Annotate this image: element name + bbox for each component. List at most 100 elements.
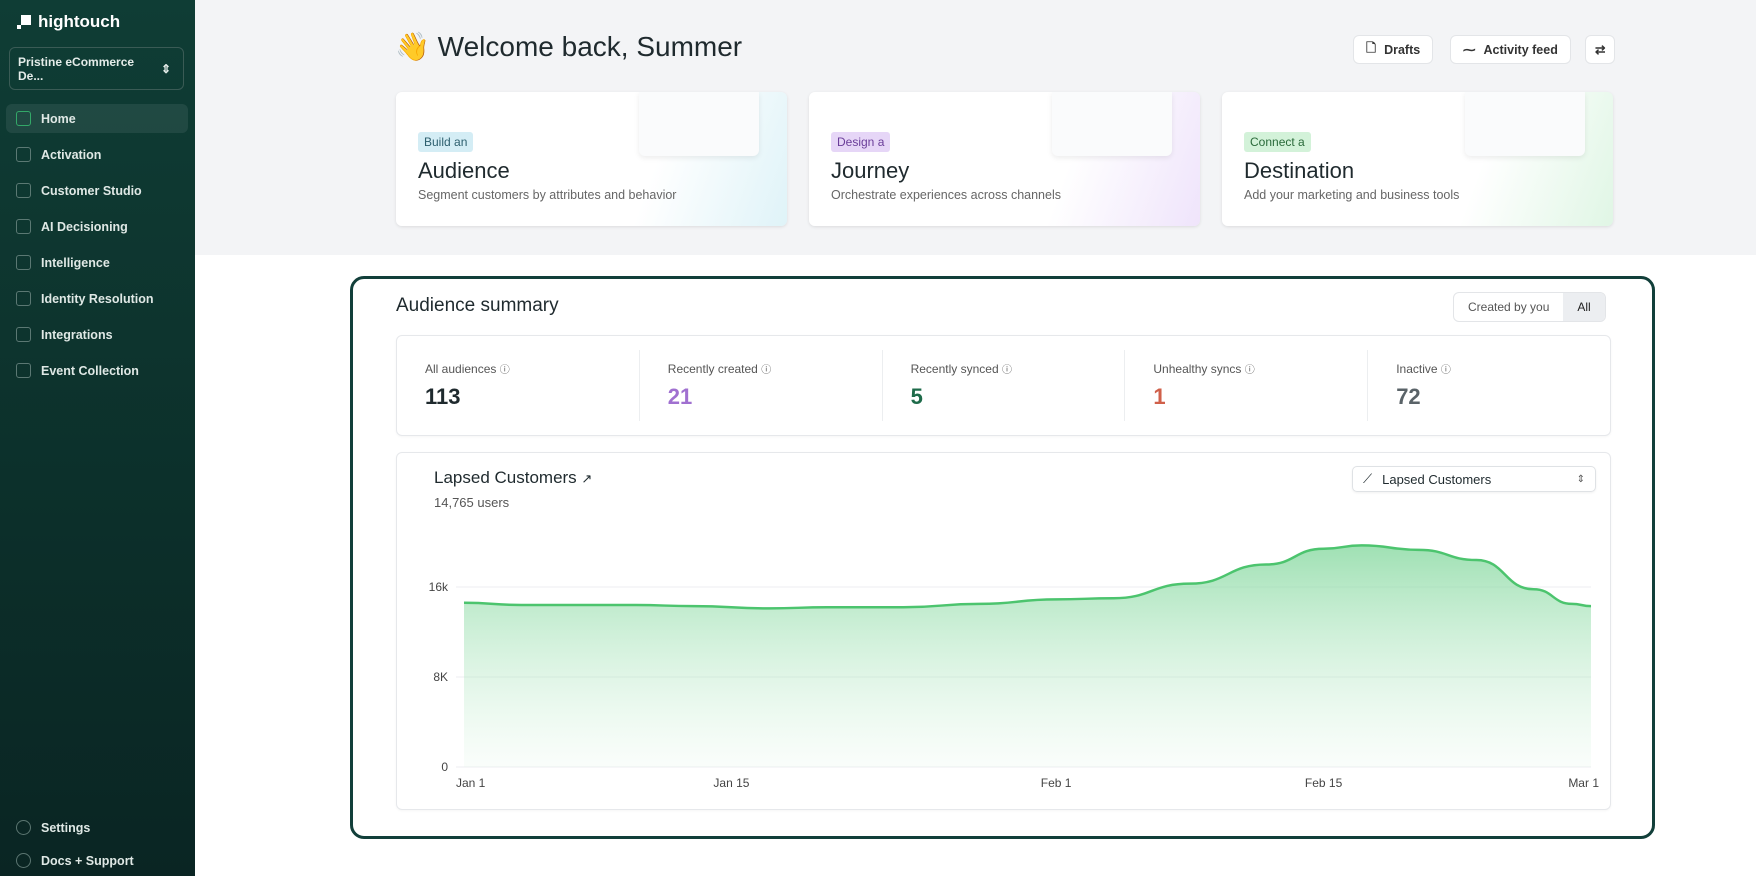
filter-created-by-you[interactable]: Created by you <box>1468 300 1550 314</box>
sidebar-item-label: Home <box>41 111 76 126</box>
info-icon[interactable]: ⓘ <box>499 365 510 376</box>
stat-value: 72 <box>1396 384 1421 409</box>
workspace-selector[interactable]: Pristine eCommerce De... ⇕ <box>9 47 184 90</box>
stat-value: 5 <box>910 384 923 409</box>
activation-icon <box>16 147 31 162</box>
gear-icon <box>16 820 31 835</box>
sidebar-item-label: Integrations <box>41 327 113 342</box>
stat-inactive[interactable]: Inactive ⓘ 72 <box>1368 350 1610 421</box>
y-tick-label: 16k <box>429 580 449 594</box>
journey-illustration <box>1052 92 1172 156</box>
drafts-label: Drafts <box>1384 42 1421 57</box>
chart-title-text: Lapsed Customers <box>434 468 577 487</box>
card-title: Journey <box>831 158 910 183</box>
y-tick-label: 8K <box>433 670 448 684</box>
x-tick-label: Feb 1 <box>1041 776 1072 790</box>
sidebar-item-label: Activation <box>41 147 102 162</box>
sidebar-item-docs-support[interactable]: Docs + Support <box>6 846 188 875</box>
switch-button[interactable]: ⇄ <box>1585 35 1616 64</box>
swap-arrows-icon: ⇄ <box>1595 43 1606 57</box>
created-filter: Created by you All <box>1453 292 1606 322</box>
stat-label: Recently synced <box>910 362 999 376</box>
sidebar-item-label: Settings <box>41 820 91 835</box>
logo-mark-icon <box>17 15 31 29</box>
logo[interactable]: hightouch <box>17 12 120 32</box>
info-icon[interactable]: ⓘ <box>1440 365 1451 376</box>
chevron-updown-icon: ⇕ <box>1576 473 1585 485</box>
stat-label: All audiences <box>425 362 497 376</box>
identity-resolution-icon <box>16 291 31 306</box>
stat-value: 1 <box>1153 384 1166 409</box>
audience-summary-highlight <box>350 276 1655 839</box>
sidebar-item-activation[interactable]: Activation <box>6 140 188 169</box>
info-icon[interactable]: ⓘ <box>1001 365 1012 376</box>
card-description: Add your marketing and business tools <box>1244 188 1460 202</box>
create-destination-card[interactable]: Connect a Destination Add your marketing a… <box>1222 92 1613 226</box>
chart-title[interactable]: Lapsed Customers ↗ <box>434 468 592 488</box>
wave-emoji: 👋 <box>395 31 430 62</box>
ai-decisioning-icon <box>16 219 31 234</box>
sidebar-item-label: Docs + Support <box>41 853 134 868</box>
area-fill <box>464 545 1591 767</box>
sidebar-item-identity-resolution[interactable]: Identity Resolution <box>6 284 188 313</box>
sidebar-item-event-collection[interactable]: Event Collection <box>6 356 188 385</box>
stat-recently-synced[interactable]: Recently synced ⓘ 5 <box>883 350 1126 421</box>
chart-card: Lapsed Customers ↗ 14,765 users ⟋ Lapsed … <box>396 452 1611 810</box>
intelligence-icon <box>16 255 31 270</box>
card-title: Audience <box>418 158 510 183</box>
y-tick-label: 0 <box>441 760 448 774</box>
info-icon[interactable]: ⓘ <box>761 365 772 376</box>
sidebar-item-integrations[interactable]: Integrations <box>6 320 188 349</box>
sidebar-item-label: Identity Resolution <box>41 291 154 306</box>
stat-value: 21 <box>667 384 693 409</box>
sidebar: hightouch Pristine eCommerce De... ⇕ Home… <box>0 0 195 876</box>
page-title: 👋 Welcome back, Summer <box>395 30 742 63</box>
card-tag: Build an <box>418 132 474 152</box>
chevron-updown-icon: ⇕ <box>160 61 171 76</box>
filter-all[interactable]: All <box>1563 293 1605 321</box>
card-tag: Design a <box>831 132 891 152</box>
home-icon <box>16 111 31 126</box>
sidebar-item-label: AI Decisioning <box>41 219 128 234</box>
audience-select-value: Lapsed Customers <box>1382 471 1492 487</box>
activity-label: Activity feed <box>1483 42 1558 57</box>
sidebar-item-intelligence[interactable]: Intelligence <box>6 248 188 277</box>
integrations-icon <box>16 327 31 342</box>
external-link-icon[interactable]: ↗ <box>581 471 593 486</box>
sidebar-item-label: Intelligence <box>41 255 110 270</box>
brand-name: hightouch <box>38 12 121 31</box>
workspace-name: Pristine eCommerce De... <box>18 54 135 83</box>
x-tick-label: Mar 1 <box>1568 776 1599 790</box>
card-tag: Connect a <box>1244 132 1311 152</box>
drafts-button[interactable]: 🗋 Drafts <box>1353 35 1434 64</box>
x-tick-label: Jan 1 <box>456 776 486 790</box>
sidebar-item-ai-decisioning[interactable]: AI Decisioning <box>6 212 188 241</box>
stat-unhealthy-syncs[interactable]: Unhealthy syncs ⓘ 1 <box>1125 350 1369 421</box>
info-icon[interactable]: ⓘ <box>1244 365 1255 376</box>
create-audience-card[interactable]: Build an Audience Segment customers by att… <box>396 92 787 226</box>
stat-label: Unhealthy syncs <box>1153 362 1242 376</box>
user-count: 14,765 users <box>434 495 510 510</box>
stat-value: 113 <box>425 384 461 409</box>
stat-label: Recently created <box>667 362 758 376</box>
sidebar-item-settings[interactable]: Settings <box>6 813 188 842</box>
sidebar-item-label: Customer Studio <box>41 183 142 198</box>
destination-illustration <box>1465 92 1585 156</box>
audience-summary-title: Audience summary <box>396 295 559 316</box>
event-collection-icon <box>16 363 31 378</box>
sidebar-item-label: Event Collection <box>41 363 139 378</box>
audience-select[interactable]: ⟋ Lapsed Customers ⇕ <box>1352 466 1596 492</box>
sidebar-item-customer-studio[interactable]: Customer Studio <box>6 176 188 205</box>
activity-feed-button[interactable]: ⁓ Activity feed <box>1450 35 1571 64</box>
card-description: Segment customers by attributes and beha… <box>418 188 677 202</box>
stat-all-audiences[interactable]: All audiences ⓘ 113 <box>397 350 640 421</box>
stats-row: All audiences ⓘ 113 Recently created ⓘ 21 Re… <box>396 335 1611 436</box>
stat-recently-created[interactable]: Recently created ⓘ 21 <box>640 350 883 421</box>
welcome-text: Welcome back, Summer <box>437 31 743 62</box>
sidebar-item-home[interactable]: Home <box>6 104 188 133</box>
document-icon: 🗋 <box>1366 41 1377 55</box>
pulse-icon: ⁓ <box>1463 43 1476 57</box>
card-title: Destination <box>1244 158 1355 183</box>
create-journey-card[interactable]: Design a Journey Orchestrate experiences a… <box>809 92 1200 226</box>
x-tick-label: Jan 15 <box>713 776 749 790</box>
